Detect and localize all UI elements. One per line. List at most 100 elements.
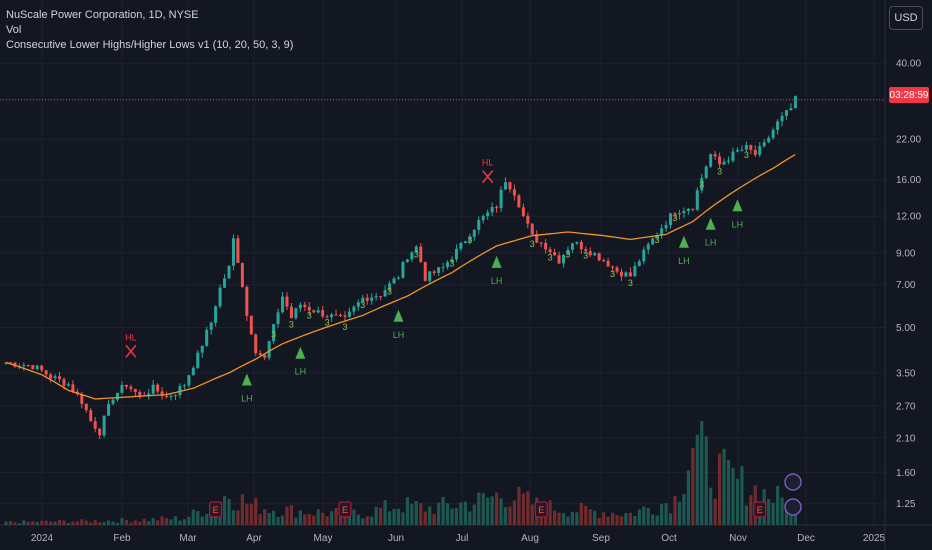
- y-tick-label: 16.00: [896, 175, 921, 186]
- volume-bar: [561, 513, 566, 525]
- x-tick-label: Sep: [592, 533, 610, 544]
- volume-bar: [75, 521, 79, 525]
- candle-body: [312, 310, 316, 313]
- volume-bar: [4, 521, 8, 525]
- volume-bar: [383, 499, 387, 525]
- y-tick-label: 12.00: [896, 212, 921, 223]
- candle-body: [642, 249, 646, 262]
- volume-bar: [700, 420, 704, 525]
- volume-bar: [93, 520, 97, 525]
- volume-bar: [441, 496, 445, 525]
- candle-body: [789, 108, 793, 111]
- volume-bar: [597, 517, 601, 525]
- volume-bar: [570, 511, 575, 525]
- volume-bar: [236, 510, 240, 525]
- candle-body: [713, 154, 717, 157]
- volume-bar: [387, 511, 392, 525]
- symbol-title[interactable]: NuScale Power Corporation, 1D, NYSE: [6, 9, 199, 21]
- candle-body: [481, 216, 485, 221]
- candle-body: [753, 149, 757, 155]
- candle-body: [575, 241, 579, 244]
- volume-bar: [437, 502, 441, 525]
- count-label: 3: [744, 150, 749, 160]
- candle-body: [22, 365, 26, 367]
- volume-bar: [370, 516, 374, 525]
- candle-body: [80, 394, 84, 404]
- chart-legend: NuScale Power Corporation, 1D, NYSE Vol …: [6, 8, 293, 53]
- lh-triangle-marker: [678, 235, 689, 248]
- indicator-legend[interactable]: Consecutive Lower Highs/Higher Lows v1 (…: [6, 39, 294, 51]
- volume-bar: [619, 516, 624, 525]
- volume-legend[interactable]: Vol: [6, 24, 22, 36]
- candle-body: [285, 296, 289, 307]
- candle-body: [276, 312, 280, 325]
- candle-body: [240, 262, 244, 287]
- volume-bar: [361, 518, 365, 525]
- candle-body: [13, 362, 17, 367]
- candle-body: [454, 248, 458, 260]
- candle-body: [700, 178, 704, 191]
- volume-bar: [280, 515, 285, 525]
- count-label: 3: [565, 250, 570, 260]
- volume-bar: [80, 519, 84, 525]
- volume-bar: [35, 522, 39, 525]
- candle-body: [414, 246, 418, 253]
- candle-body: [214, 306, 218, 323]
- volume-bar: [552, 510, 557, 525]
- candle-body: [298, 304, 302, 309]
- candle-body: [486, 212, 490, 217]
- candle-body: [347, 311, 351, 317]
- candle-body: [615, 267, 619, 272]
- volume-bar: [240, 494, 244, 525]
- candle-body: [361, 297, 365, 303]
- volume-bar: [651, 514, 655, 525]
- volume-bar: [133, 520, 137, 525]
- candle-body: [173, 395, 177, 397]
- count-label: 3: [699, 180, 704, 190]
- volume-bar: [267, 513, 271, 525]
- candle-body: [352, 306, 356, 312]
- candle-body: [718, 156, 722, 165]
- volume-bar: [445, 503, 450, 525]
- event-icon: [784, 498, 802, 516]
- lh-label: LH: [678, 256, 690, 266]
- candle-body: [191, 367, 195, 376]
- volume-bar: [187, 516, 191, 525]
- candle-body: [231, 238, 235, 266]
- candle-body: [160, 391, 164, 396]
- candle-body: [762, 142, 766, 147]
- candle-body: [31, 365, 35, 370]
- x-tick-label: Jun: [388, 533, 404, 544]
- volume-bar: [294, 517, 298, 525]
- volume-bar: [53, 521, 57, 525]
- candle-body: [517, 195, 521, 208]
- volume-bar: [767, 499, 771, 525]
- candle-body: [365, 297, 369, 301]
- volume-bar: [151, 517, 155, 525]
- candle-body: [187, 375, 191, 386]
- count-label: 3: [325, 317, 330, 327]
- candle-body: [646, 244, 650, 250]
- candle-body: [316, 310, 320, 313]
- candle-body: [263, 354, 267, 358]
- candle-body: [704, 166, 708, 179]
- volume-bar: [379, 507, 383, 525]
- volume-bar: [106, 520, 111, 525]
- candle-body: [93, 420, 97, 429]
- volume-bar: [84, 520, 88, 525]
- volume-bar: [610, 512, 615, 525]
- earnings-marker: [209, 501, 223, 518]
- volume-bar: [401, 512, 405, 525]
- volume-bar: [633, 515, 637, 525]
- candle-body: [272, 324, 276, 342]
- candle-body: [383, 290, 387, 297]
- x-tick-label: Mar: [179, 533, 197, 544]
- y-tick-label: 2.10: [896, 433, 916, 444]
- candle-body: [401, 261, 405, 278]
- currency-button[interactable]: USD: [889, 6, 923, 30]
- volume-bar: [709, 487, 713, 525]
- volume-bar: [468, 511, 472, 525]
- volume-bar: [668, 513, 673, 525]
- volume-bar: [173, 516, 178, 525]
